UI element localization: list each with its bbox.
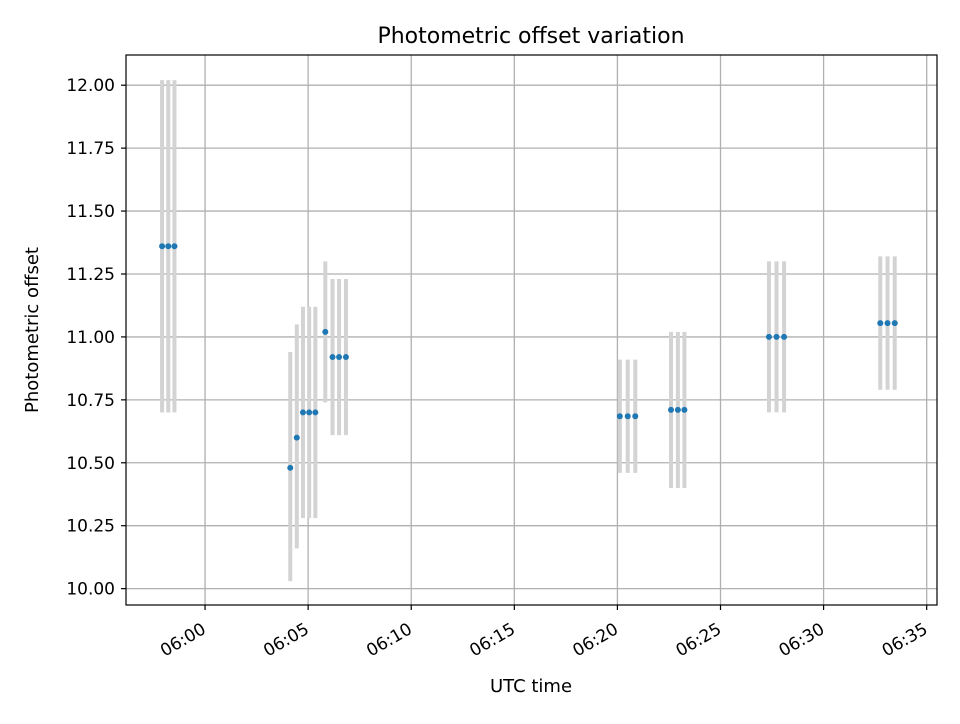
data-point [293,434,300,441]
plot-frame [125,54,938,606]
y-tick-label: 12.00 [66,76,115,96]
data-point [322,328,329,335]
data-point [781,333,788,340]
data-point [312,409,319,416]
data-point [171,243,178,250]
data-point [336,354,343,361]
y-tick-label: 10.50 [66,454,115,474]
data-point [877,320,884,327]
data-point [681,406,688,413]
data-point [299,409,306,416]
y-axis-label: Photometric offset [22,247,43,413]
data-point [884,320,891,327]
data-point [159,243,166,250]
data-point [773,333,780,340]
data-point [165,243,172,250]
data-points [159,243,898,471]
data-point [287,464,294,471]
y-axis-ticks: 10.00 10.25 10.50 10.75 11.00 11.25 11.50 11.75… [66,76,126,600]
data-point [668,406,675,413]
data-point [306,409,313,416]
data-point [342,354,349,361]
chart-title: Photometric offset variation [377,24,684,49]
data-point [674,406,681,413]
data-point [616,413,623,420]
x-axis-label: UTC time [490,676,572,697]
data-point [329,354,336,361]
y-tick-label: 10.75 [66,391,115,411]
y-tick-label: 10.00 [66,580,115,600]
y-tick-label: 11.50 [66,202,115,222]
grid-lines [126,55,937,605]
y-tick-label: 11.75 [66,139,115,159]
y-tick-label: 11.00 [66,328,115,348]
data-point [891,320,898,327]
data-point [624,413,631,420]
data-point [632,413,639,420]
data-point [765,333,772,340]
y-tick-label: 11.25 [66,265,115,285]
y-tick-label: 10.25 [66,517,115,537]
